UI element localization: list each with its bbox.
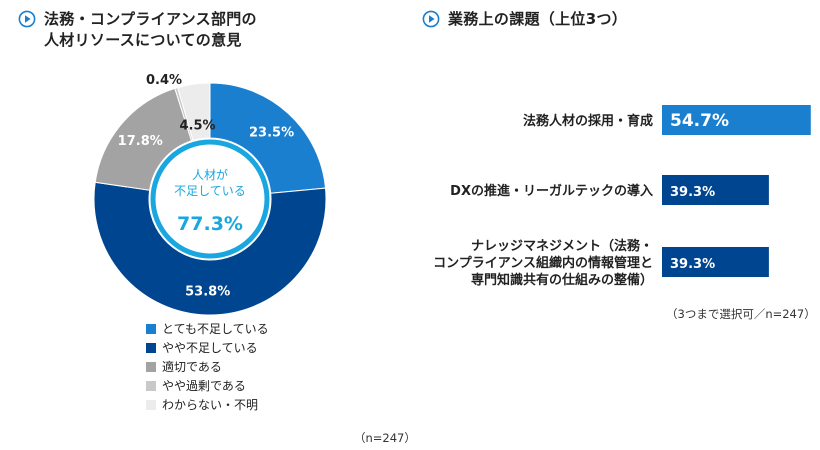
right-chart-heading: 業務上の課題（上位3つ） bbox=[422, 9, 802, 30]
right-sample-note: （3つまで選択可／n=247） bbox=[666, 307, 816, 321]
legend-label: わからない・不明 bbox=[162, 398, 259, 412]
bar-group: 54.7% 法務人材の採用・育成 39.3% DXの推進・リーガルテックの導入 39.3… bbox=[433, 105, 811, 288]
label-unknown: 4.5% bbox=[179, 118, 215, 133]
bar-value-label: 54.7% bbox=[670, 111, 729, 131]
left-sample-note: （n=247） bbox=[354, 431, 416, 445]
legend-item: 適切である bbox=[146, 357, 269, 376]
category-label: 専門知識共有の仕組みの整備） bbox=[471, 272, 653, 288]
center-text-line-1: 人材が bbox=[192, 167, 228, 182]
center-highlight-ring bbox=[150, 139, 270, 259]
label-very-short: 23.5% bbox=[249, 125, 294, 140]
legend-swatch bbox=[146, 380, 156, 391]
label-somewhat-short: 53.8% bbox=[185, 284, 230, 299]
play-circle-icon bbox=[18, 10, 36, 28]
left-title-line-2: 人材リソースについての意見 bbox=[44, 31, 242, 49]
legend: とても不足している やや不足している 適切であるやや過剰である わからない・不明 bbox=[146, 319, 269, 414]
legend-item: やや過剰である bbox=[146, 376, 269, 395]
center-text-line-2: 不足している bbox=[174, 184, 246, 198]
bar-value-label: 39.3% bbox=[670, 185, 715, 200]
center-value: 77.3% bbox=[177, 213, 243, 235]
donut-slices bbox=[93, 82, 327, 316]
donut-center-hole bbox=[149, 138, 271, 260]
bar-2 bbox=[662, 175, 769, 205]
bar-1 bbox=[662, 105, 811, 135]
bar-value-label: 39.3% bbox=[670, 257, 715, 272]
left-title-line-1: 法務・コンプライアンス部門の bbox=[44, 10, 257, 28]
legend-swatch bbox=[146, 323, 156, 334]
legend-item: やや不足している bbox=[146, 338, 269, 357]
right-title: 業務上の課題（上位3つ） bbox=[448, 10, 628, 28]
legend-item: わからない・不明 bbox=[146, 395, 269, 414]
category-label: コンプライアンス組織内の情報管理と bbox=[433, 255, 653, 271]
legend-swatch bbox=[146, 361, 156, 372]
legend-label: やや不足している bbox=[162, 341, 258, 355]
play-circle-icon bbox=[422, 10, 440, 28]
legend-swatch bbox=[146, 399, 156, 410]
donut-chart: 23.5% 53.8% 17.8% 0.4% 4.5% 人材が 不足している 77.3% bbox=[93, 73, 327, 316]
category-label: ナレッジマネジメント（法務・ bbox=[471, 238, 653, 254]
legend-label: やや過剰である bbox=[162, 379, 246, 393]
category-label: DXの推進・リーガルテックの導入 bbox=[450, 183, 653, 199]
legend-label: 適切である bbox=[162, 360, 222, 374]
bar-3 bbox=[662, 247, 769, 277]
label-appropriate: 17.8% bbox=[118, 134, 163, 149]
category-label: 法務人材の採用・育成 bbox=[523, 113, 653, 129]
left-chart-heading: 法務・コンプライアンス部門の 人材リソースについての意見 bbox=[18, 9, 338, 51]
legend-swatch bbox=[146, 342, 156, 353]
legend-label: とても不足している bbox=[162, 322, 269, 336]
legend-item: とても不足している bbox=[146, 319, 269, 338]
label-somewhat-excess: 0.4% bbox=[146, 73, 182, 88]
donut-labels: 23.5% 53.8% 17.8% 0.4% 4.5% bbox=[118, 73, 294, 299]
